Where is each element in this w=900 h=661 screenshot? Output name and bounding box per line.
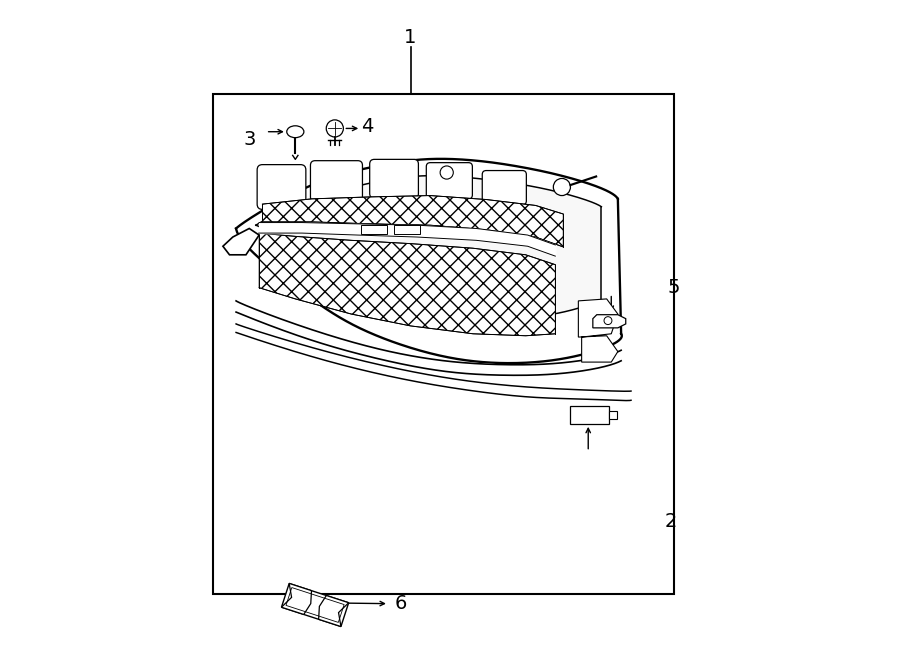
Bar — [213, 94, 674, 594]
Polygon shape — [259, 233, 555, 336]
Polygon shape — [236, 301, 621, 375]
Text: 2: 2 — [664, 512, 677, 531]
Polygon shape — [263, 196, 563, 247]
Text: 1: 1 — [404, 28, 417, 47]
Polygon shape — [236, 159, 621, 362]
Polygon shape — [361, 225, 388, 234]
FancyBboxPatch shape — [257, 165, 306, 210]
Polygon shape — [579, 299, 617, 362]
Polygon shape — [593, 315, 626, 328]
FancyBboxPatch shape — [370, 159, 418, 198]
Polygon shape — [223, 229, 259, 254]
Text: 4: 4 — [362, 117, 374, 136]
Polygon shape — [282, 584, 311, 615]
Text: 5: 5 — [668, 278, 680, 297]
Polygon shape — [319, 596, 348, 627]
FancyBboxPatch shape — [427, 163, 472, 199]
Text: 6: 6 — [394, 594, 407, 613]
Bar — [570, 406, 609, 424]
Polygon shape — [394, 225, 420, 234]
Circle shape — [604, 317, 612, 325]
Ellipse shape — [287, 126, 304, 137]
Circle shape — [554, 178, 571, 196]
Polygon shape — [236, 324, 631, 401]
Circle shape — [327, 120, 344, 137]
Circle shape — [440, 166, 454, 179]
Polygon shape — [282, 584, 348, 627]
Bar — [609, 410, 617, 418]
Text: 3: 3 — [243, 130, 256, 149]
Polygon shape — [256, 176, 601, 317]
FancyBboxPatch shape — [310, 161, 363, 202]
FancyBboxPatch shape — [482, 171, 526, 205]
